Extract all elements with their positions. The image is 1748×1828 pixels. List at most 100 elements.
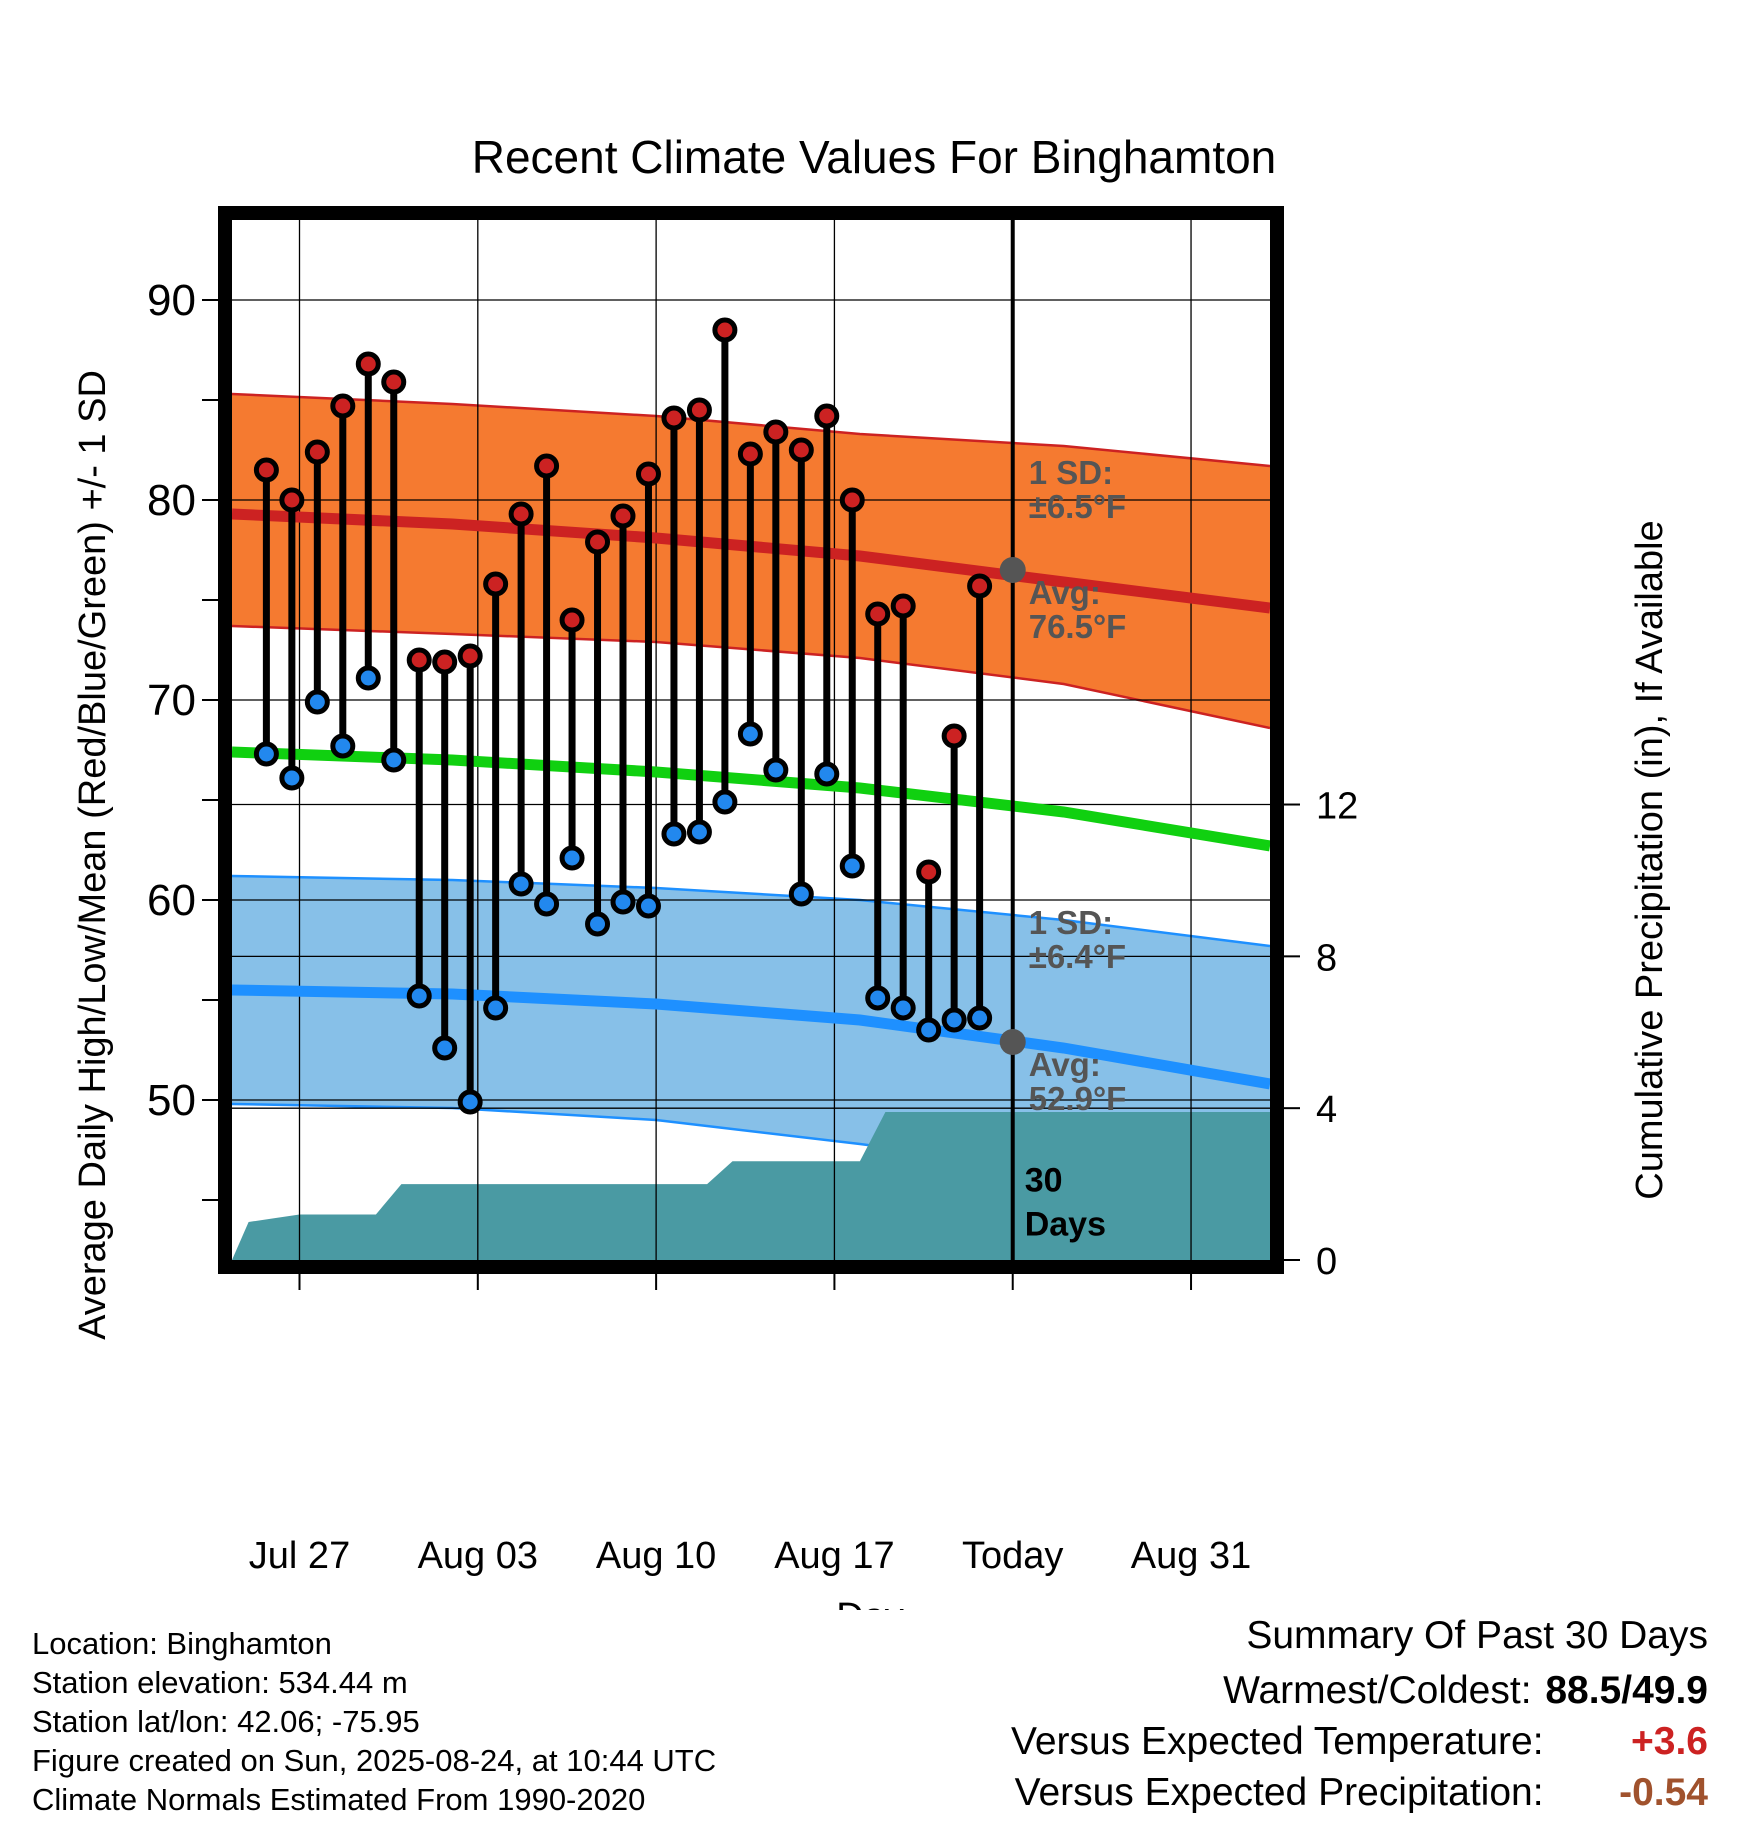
climate-chart: Recent Climate Values For Binghamton 1 S… xyxy=(72,131,1671,1610)
high-point xyxy=(712,317,738,343)
low-point xyxy=(686,819,712,845)
low-point xyxy=(839,853,865,879)
low-point xyxy=(559,845,585,871)
high-point xyxy=(610,503,636,529)
warmest-value: 88.5 xyxy=(1545,1669,1622,1712)
high-point xyxy=(355,351,381,377)
low-sd-title: 1 SD: xyxy=(1029,904,1113,941)
summary-warmest-row: Warmest/Coldest: 88.5/49.9 xyxy=(1011,1665,1708,1716)
plot-inner xyxy=(232,220,1270,1260)
y-tick-label: 60 xyxy=(147,876,196,925)
y2-tick-label: 8 xyxy=(1316,937,1337,979)
low-point xyxy=(406,983,432,1009)
high-point xyxy=(406,647,432,673)
low-point xyxy=(916,1017,942,1043)
x-tick-label: Aug 17 xyxy=(774,1535,894,1577)
warmest-coldest-value: 88.5/49.9 xyxy=(1545,1669,1708,1712)
high-point xyxy=(967,573,993,599)
high-point xyxy=(890,593,916,619)
low-point xyxy=(737,721,763,747)
low-point xyxy=(890,995,916,1021)
low-point xyxy=(967,1005,993,1031)
low-point xyxy=(253,741,279,767)
low-point xyxy=(457,1089,483,1115)
y-tick-label: 80 xyxy=(147,476,196,525)
high-point xyxy=(585,529,611,555)
x-tick-label: Aug 10 xyxy=(596,1535,716,1577)
location-text: Location: Binghamton xyxy=(32,1626,332,1661)
low-point xyxy=(635,893,661,919)
low-avg-value: 52.9°F xyxy=(1029,1080,1127,1117)
created-text: Figure created on Sun, 2025-08-24, at 10… xyxy=(32,1743,717,1778)
high-point xyxy=(737,441,763,467)
high-point xyxy=(457,643,483,669)
high-point xyxy=(508,501,534,527)
high-sd-value: ±6.5°F xyxy=(1029,488,1126,525)
precip-area xyxy=(232,1112,1270,1260)
low-point xyxy=(508,871,534,897)
high-point xyxy=(279,487,305,513)
precip-label: Versus Expected Precipitation: xyxy=(1014,1771,1544,1814)
warmest-label: Warmest/Coldest: xyxy=(1223,1669,1532,1712)
x-tick-label: Aug 31 xyxy=(1131,1535,1251,1577)
low-point xyxy=(585,911,611,937)
high-point xyxy=(814,403,840,429)
high-sd-title: 1 SD: xyxy=(1029,454,1113,491)
high-point xyxy=(483,571,509,597)
high-point xyxy=(661,405,687,431)
normals-text: Climate Normals Estimated From 1990-2020 xyxy=(32,1782,646,1817)
low-point xyxy=(304,689,330,715)
high-avg-value: 76.5°F xyxy=(1029,608,1127,645)
x-tick-label: Jul 27 xyxy=(249,1535,350,1577)
temp-label: Versus Expected Temperature: xyxy=(1010,1720,1544,1763)
y-tick-label: 90 xyxy=(147,276,196,325)
high-point xyxy=(381,369,407,395)
high-point xyxy=(534,453,560,479)
low-point xyxy=(279,765,305,791)
high-point xyxy=(916,859,942,885)
high-sd-upper-line xyxy=(232,392,1270,468)
today-low-marker xyxy=(999,1029,1026,1055)
summary-title: Summary Of Past 30 Days xyxy=(1246,1614,1708,1657)
avg-high-line xyxy=(232,508,1270,614)
low-point xyxy=(661,821,687,847)
high-point xyxy=(304,439,330,465)
y2-axis-label: Cumulative Precipitation (in), If Availa… xyxy=(1629,520,1671,1199)
low-point xyxy=(381,747,407,773)
high-point xyxy=(686,397,712,423)
high-point xyxy=(253,457,279,483)
y2-tick-label: 12 xyxy=(1316,786,1358,828)
high-point xyxy=(763,419,789,445)
low-point xyxy=(941,1007,967,1033)
high-point xyxy=(865,601,891,627)
coldest-value: 49.9 xyxy=(1632,1669,1708,1712)
y-tick-label: 50 xyxy=(147,1076,196,1125)
low-point xyxy=(814,761,840,787)
plot-frame xyxy=(218,206,1284,1274)
days-count: 30 xyxy=(1025,1162,1063,1200)
y2-tick-label: 4 xyxy=(1316,1089,1337,1131)
low-avg-title: Avg: xyxy=(1029,1046,1101,1083)
high-point xyxy=(635,461,661,487)
low-point xyxy=(865,985,891,1011)
low-point xyxy=(712,789,738,815)
low-point xyxy=(330,733,356,759)
low-point xyxy=(610,889,636,915)
station-info: Location: Binghamton Station elevation: … xyxy=(32,1624,716,1819)
high-sd-lower-line xyxy=(232,624,1270,730)
low-point xyxy=(432,1035,458,1061)
x-tick-label: Today xyxy=(962,1535,1063,1577)
high-point xyxy=(432,649,458,675)
y-axis-label: Average Daily High/Low/Mean (Red/Blue/Gr… xyxy=(72,370,114,1340)
temp-value: +3.6 xyxy=(1631,1720,1708,1763)
elevation-text: Station elevation: 534.44 m xyxy=(32,1665,408,1700)
avg-mean-line xyxy=(232,746,1270,852)
low-point xyxy=(788,881,814,907)
low-point xyxy=(534,891,560,917)
today-high-marker xyxy=(999,557,1026,583)
summary-panel: Summary Of Past 30 Days Warmest/Coldest:… xyxy=(1011,1610,1708,1818)
high-point xyxy=(559,607,585,633)
chart-title: Recent Climate Values For Binghamton xyxy=(472,131,1277,183)
high-point xyxy=(941,723,967,749)
